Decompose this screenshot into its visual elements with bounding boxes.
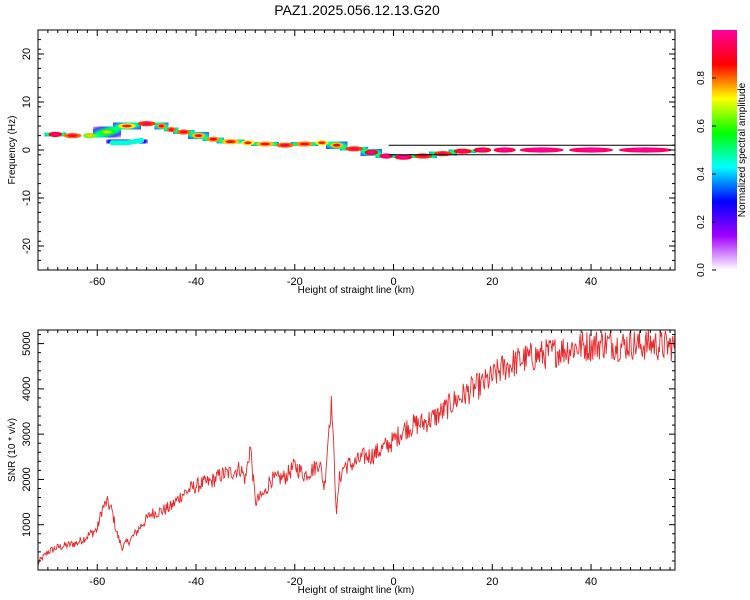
ridge-peak-cell [279,143,290,147]
ridge-peak-cell [209,137,218,141]
y-tick-label: 0 [21,147,33,153]
x-tick-label: 40 [585,576,597,588]
x-tick-label: -20 [287,576,303,588]
ridge-peak-cell [477,148,488,152]
ridge-peak-cell [529,148,555,152]
ridge-peak-cell [299,142,310,146]
colorbar-tick-label: 0.2 [696,215,707,229]
x-tick-label: 0 [390,276,396,288]
snr-line [38,330,675,565]
ridge-peak-cell [225,140,236,144]
snr-frame [37,329,676,571]
snr-series [38,330,675,565]
ridge-peak-cell [244,141,252,145]
colorbar-tick-label: 0.4 [696,167,707,181]
colorbar-tick-label: 0.0 [696,263,707,277]
y-tick-label: 20 [21,48,33,60]
chart-title: PAZ1.2025.056.12.13.G20 [274,2,440,18]
y-tick-label: 10 [21,96,33,108]
spectral-heatmap [38,112,675,169]
spectrogram-y-label: Frequency (Hz) [7,116,18,185]
y-tick-label: 2000 [21,467,33,491]
ridge-peak-cell [194,134,203,138]
snr-panel: -60 -40 -20 0 20 40 1000 2000 3000 4000 5000 Heigh… [7,329,676,596]
y-tick-label: 5000 [21,331,33,355]
secondary-blob-core [109,137,145,146]
x-tick-label: 20 [486,576,498,588]
ridge-peak-cell [102,130,113,134]
x-tick-label: 40 [585,276,597,288]
spectrogram-panel: -60 -40 -20 0 20 40 -20 -10 0 10 20 Height of stra… [7,29,676,296]
ridge-peak-cell [382,154,390,158]
x-tick-label: 20 [486,276,498,288]
ridge-peak-cell [367,151,376,154]
ridge-peak-cell [141,122,152,125]
x-tick-label: -40 [188,576,204,588]
x-tick-label: -60 [89,276,105,288]
ridge-peak-cell [179,130,188,134]
ridge-peak-cell [318,141,326,145]
ridge-peak-cell [333,143,341,147]
y-tick-label: 3000 [21,422,33,446]
colorbar-label: Normalized spectral amplitude [737,82,748,217]
colorbar-ticks: 0.0 0.2 0.4 0.6 0.8 [696,71,716,277]
ridge-peak-cell [121,124,132,128]
ridge-peak-cell [86,134,94,138]
ridge-peak-cell [578,148,604,152]
ridge-peak-cell [260,142,271,146]
y-tick-label: 4000 [21,377,33,401]
colorbar: 0.0 0.2 0.4 0.6 0.8 Normalized spectral ampl… [696,30,748,277]
snr-plot-area [38,330,675,570]
y-tick-label: -20 [21,238,33,254]
ridge-peak-cell [457,149,468,153]
ridge-peak-cell [349,147,359,151]
y-tick-label: 1000 [21,512,33,536]
colorbar-tick-label: 0.6 [696,119,707,133]
ridge-peak-cell [158,124,164,128]
x-tick-label: -40 [188,276,204,288]
ridge-peak-cell [398,155,409,159]
ridge-peak-cell [51,133,59,136]
x-tick-label: -20 [287,276,303,288]
colorbar-tick-label: 0.8 [696,71,707,85]
colorbar-bar [712,30,737,270]
spectrogram-frame [37,29,676,271]
snr-x-label: Height of straight line (km) [298,585,415,596]
ridge-peak-cell [630,148,661,152]
ridge-peak-cell [67,134,78,138]
spectrogram-x-label: Height of straight line (km) [298,285,415,296]
snr-y-label: SNR (10 * v/v) [7,418,18,482]
ridge-peak-cell [498,148,511,152]
x-tick-label: 0 [390,576,396,588]
ridge-peak-cell [168,128,174,132]
x-tick-label: -60 [89,576,105,588]
snr-ticks: -60 -40 -20 0 20 40 1000 2000 3000 4000 5000 [21,330,675,588]
y-tick-label: -10 [21,190,33,206]
